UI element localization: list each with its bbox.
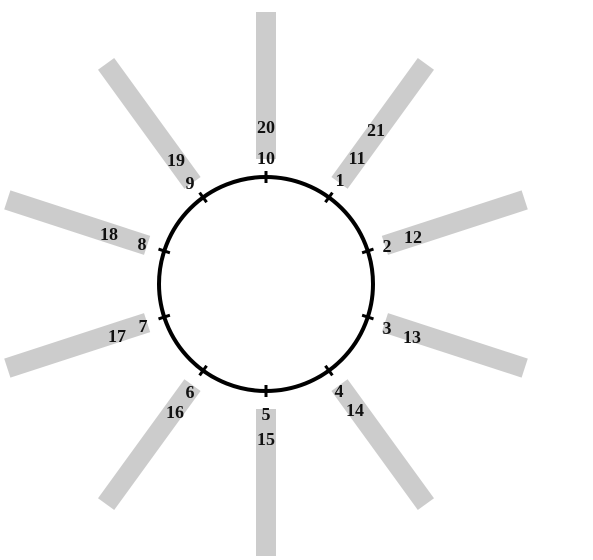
spoke-right-upper	[381, 190, 528, 255]
label-5: 5	[262, 404, 271, 424]
tick-spoke-down-right	[324, 364, 334, 377]
label-11: 11	[348, 148, 365, 168]
spoke-right-lower	[381, 313, 528, 378]
label-16: 16	[166, 402, 184, 422]
tick-spoke-up-left	[198, 191, 208, 204]
tick-spoke-up-right	[324, 191, 334, 204]
label-3: 3	[383, 318, 392, 338]
spoke-down-right	[331, 379, 434, 510]
label-7: 7	[139, 316, 148, 336]
label-2: 2	[383, 236, 392, 256]
label-13: 13	[403, 327, 421, 347]
label-14: 14	[346, 400, 364, 420]
label-12: 12	[404, 227, 422, 247]
label-21: 21	[367, 120, 385, 140]
spokes-layer	[4, 12, 528, 556]
label-15: 15	[257, 429, 275, 449]
tick-spoke-down-left	[198, 364, 208, 377]
label-17: 17	[108, 326, 126, 346]
label-20: 20	[257, 117, 275, 137]
tick-spoke-left-lower	[158, 313, 171, 321]
tick-spoke-left-upper	[158, 247, 171, 255]
tick-spoke-right-lower	[361, 313, 374, 321]
labels-layer: 10 20 1 11 21 2 12 3 13 4 14 5 15 6 16 7…	[100, 117, 422, 449]
spoke-down-left	[98, 379, 201, 510]
central-circle	[157, 175, 375, 393]
label-6: 6	[186, 382, 195, 402]
label-9: 9	[186, 173, 195, 193]
spoke-up-left	[98, 58, 201, 189]
label-8: 8	[138, 234, 147, 254]
label-19: 19	[167, 150, 185, 170]
tick-spoke-right-upper	[361, 247, 374, 255]
spoke-up-right	[331, 58, 434, 189]
label-18: 18	[100, 224, 118, 244]
spoke-left-lower	[4, 313, 151, 378]
label-4: 4	[335, 381, 344, 401]
label-10: 10	[257, 148, 275, 168]
ticks-layer	[158, 171, 374, 397]
spoke-left-upper	[4, 190, 151, 255]
label-1: 1	[336, 170, 345, 190]
